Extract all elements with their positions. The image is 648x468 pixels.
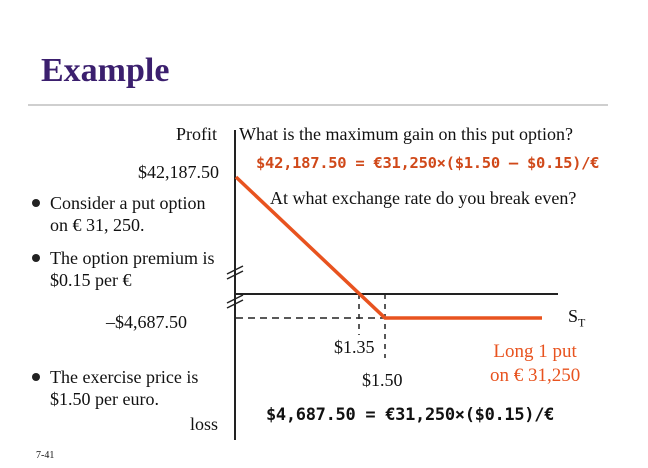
max-gain-value: $42,187.50	[138, 162, 219, 182]
gain-calculation-annotation: $42,187.50 = €31,250×($1.50 – $0.15)/€	[256, 154, 600, 172]
axis-break-marks	[226, 265, 244, 309]
profit-axis-label: Profit	[176, 124, 218, 144]
bullet-marker	[32, 373, 40, 381]
breakeven-rate-label: $1.35	[334, 337, 375, 357]
loss-calculation-annotation: $4,687.50 = €31,250×($0.15)/€	[266, 405, 555, 425]
strike-price-label: $1.50	[362, 370, 403, 390]
max-gain-question: What is the maximum gain on this put opt…	[239, 124, 573, 144]
x-axis-symbol: S	[568, 306, 579, 326]
bullet-text-2: The option premium is $0.15 per €	[50, 248, 215, 290]
bullet-marker	[32, 199, 40, 207]
loss-axis-label: loss	[190, 414, 219, 434]
long-put-payoff-line	[234, 175, 542, 320]
bullet-text-1: Consider a put option on € 31, 250.	[50, 193, 206, 235]
legend-line-2: on € 31,250	[490, 365, 581, 386]
x-axis-subscript: T	[578, 315, 586, 330]
slide-title: Example	[41, 52, 170, 89]
bullet-marker	[32, 254, 40, 262]
slide-number: 7-41	[36, 450, 55, 461]
breakeven-question: At what exchange rate do you break even?	[270, 188, 577, 208]
legend-line-1: Long 1 put	[493, 341, 577, 362]
title-divider	[28, 104, 608, 106]
x-axis-label: ST	[568, 306, 585, 331]
max-loss-value: –$4,687.50	[106, 312, 187, 332]
payoff-legend: Long 1 put on € 31,250	[490, 340, 580, 388]
bullet-text-3: The exercise price is $1.50 per euro.	[50, 367, 199, 409]
